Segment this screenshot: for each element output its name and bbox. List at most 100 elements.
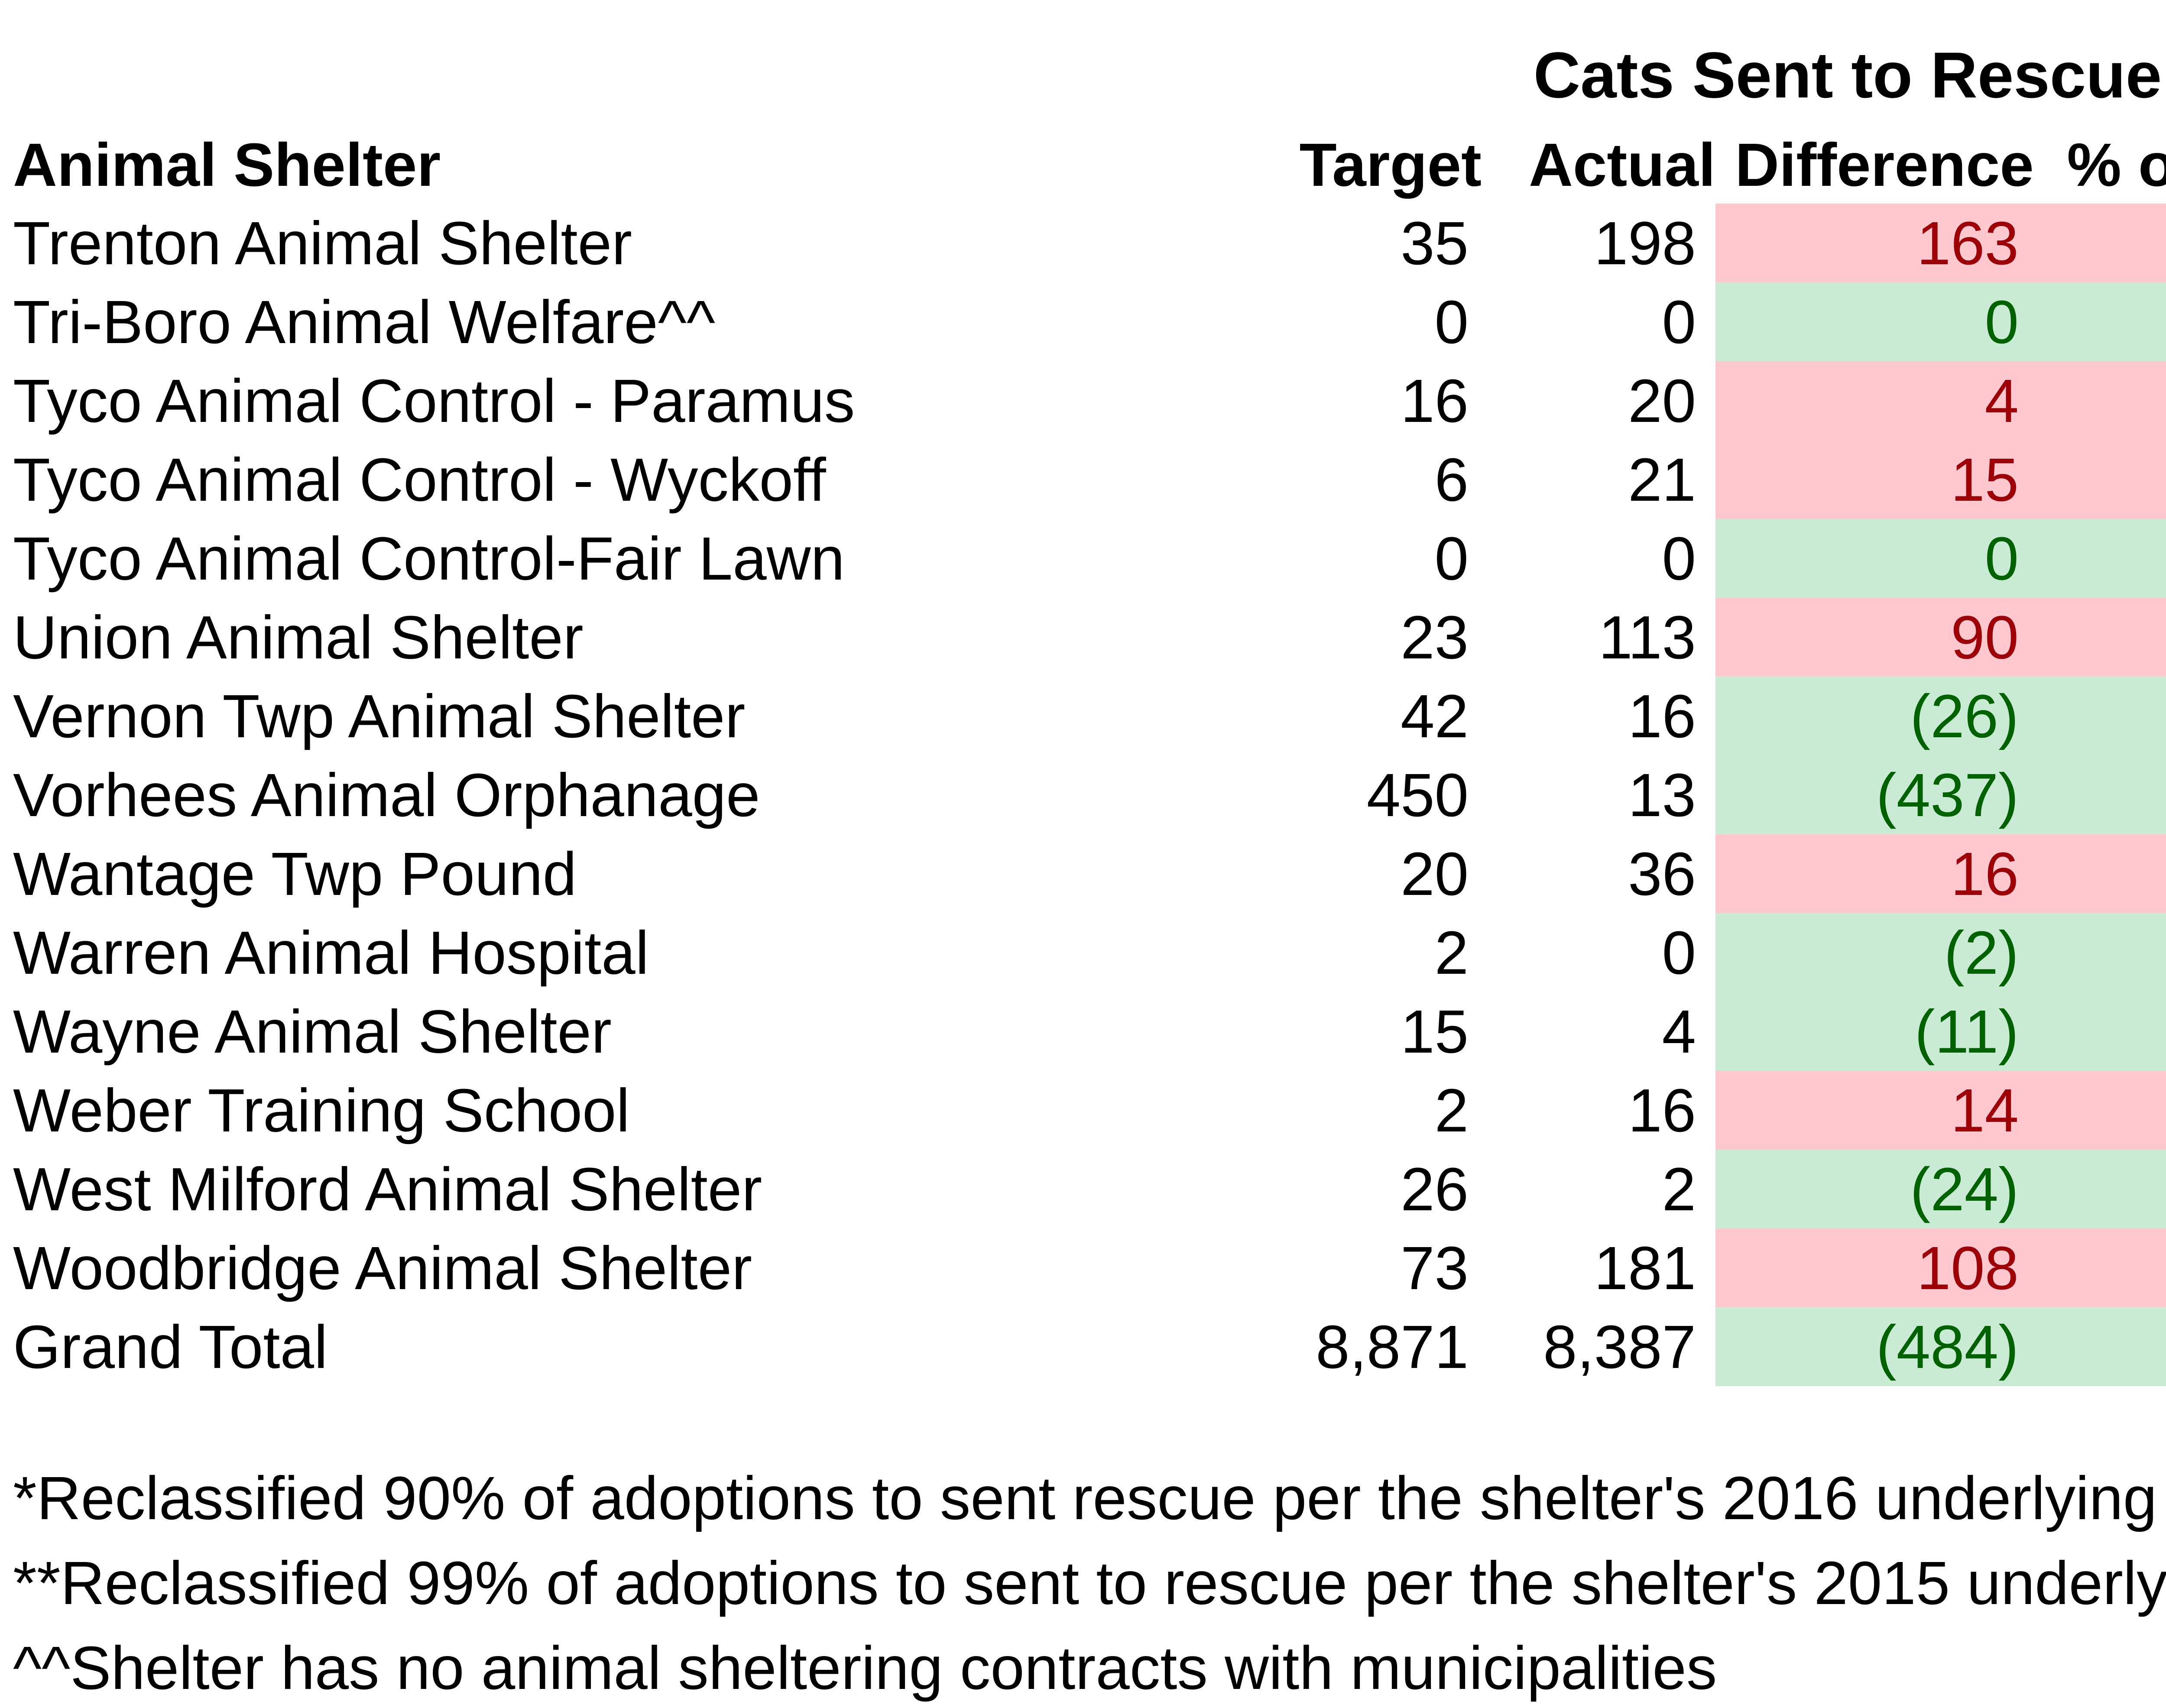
difference-cell: 90 bbox=[1715, 598, 2053, 677]
shelter-name-cell: West Milford Animal Shelter bbox=[13, 1154, 762, 1223]
difference-cell: 108 bbox=[1715, 1228, 2053, 1307]
table-row: Tyco Animal Control - Wyckoff 6 21 15350% bbox=[13, 440, 2166, 519]
table-row: Weber Training School 2 16 14800% bbox=[13, 1071, 2166, 1150]
difference-cell: 14 bbox=[1715, 1071, 2053, 1150]
target-cell: 35 bbox=[1401, 208, 1469, 277]
actual-cell: 8,387 bbox=[1543, 1312, 1696, 1381]
table-row: Vernon Twp Animal Shelter 42 16 (26)38% bbox=[13, 677, 2166, 755]
table-body: Trenton Animal Shelter 35 198 163566% Tri-Bo… bbox=[13, 204, 2166, 1386]
table-row: Tyco Animal Control-Fair Lawn000N/A bbox=[13, 519, 2166, 598]
column-header-target: Target bbox=[1299, 130, 1482, 199]
column-header-pct-of-target: % of Target bbox=[2067, 130, 2166, 199]
actual-cell: 0 bbox=[1662, 918, 1696, 987]
target-cell: 8,871 bbox=[1316, 1312, 1469, 1381]
target-cell: 2 bbox=[1434, 1076, 1469, 1144]
pct-of-target-cell: 95% bbox=[2053, 1307, 2166, 1386]
footnotes: *Reclassified 90% of adoptions to sent r… bbox=[13, 1455, 2166, 1708]
target-cell: 26 bbox=[1401, 1154, 1469, 1223]
difference-cell: 16 bbox=[1715, 834, 2053, 913]
actual-cell: 113 bbox=[1599, 603, 1696, 671]
pct-of-target-cell: N/A bbox=[2053, 282, 2166, 361]
actual-cell: 13 bbox=[1628, 760, 1696, 829]
target-cell: 6 bbox=[1434, 445, 1469, 514]
table-title-row: Cats Sent to Rescue bbox=[13, 0, 2166, 126]
pct-of-target-cell: 566% bbox=[2053, 204, 2166, 282]
pct-of-target-cell: 491% bbox=[2053, 598, 2166, 677]
column-header-difference: Difference bbox=[1735, 130, 2034, 199]
difference-cell: (11) bbox=[1715, 992, 2053, 1071]
shelter-name-cell: Woodbridge Animal Shelter bbox=[13, 1233, 752, 1302]
shelter-name-cell: Tyco Animal Control-Fair Lawn bbox=[13, 524, 845, 593]
table-row: Wayne Animal Shelter 15 4 (11)27% bbox=[13, 992, 2166, 1071]
shelter-name-cell: Wantage Twp Pound bbox=[13, 839, 577, 908]
pct-of-target-cell: 38% bbox=[2053, 677, 2166, 755]
actual-cell: 4 bbox=[1662, 997, 1696, 1066]
target-cell: 23 bbox=[1401, 603, 1469, 671]
actual-cell: 21 bbox=[1628, 445, 1696, 514]
difference-cell: (437) bbox=[1715, 755, 2053, 834]
shelter-name-cell: Union Animal Shelter bbox=[13, 603, 584, 671]
target-cell: 42 bbox=[1401, 681, 1469, 750]
actual-cell: 0 bbox=[1662, 524, 1696, 593]
pct-of-target-cell: 800% bbox=[2053, 1071, 2166, 1150]
actual-cell: 181 bbox=[1594, 1233, 1696, 1302]
pct-of-target-cell: 248% bbox=[2053, 1228, 2166, 1307]
shelter-name-cell: Weber Training School bbox=[13, 1076, 630, 1144]
table-row: Warren Animal Hospital 2 0 (2)0% bbox=[13, 913, 2166, 992]
shelter-name-cell: Grand Total bbox=[13, 1312, 328, 1381]
pct-of-target-cell: 180% bbox=[2053, 834, 2166, 913]
target-cell: 2 bbox=[1434, 918, 1469, 987]
shelter-name-cell: Tyco Animal Control - Paramus bbox=[13, 366, 855, 435]
target-cell: 450 bbox=[1366, 760, 1469, 829]
table-row: Trenton Animal Shelter 35 198 163566% bbox=[13, 204, 2166, 282]
target-cell: 0 bbox=[1434, 287, 1469, 356]
difference-cell: 4 bbox=[1715, 361, 2053, 440]
difference-cell: 163 bbox=[1715, 204, 2053, 282]
table-row: Tri-Boro Animal Welfare^^000N/A bbox=[13, 282, 2166, 361]
difference-cell: (26) bbox=[1715, 677, 2053, 755]
shelter-name-cell: Wayne Animal Shelter bbox=[13, 997, 612, 1066]
column-header-animal-shelter: Animal Shelter bbox=[13, 130, 441, 199]
table-row: Wantage Twp Pound 20 36 16180% bbox=[13, 834, 2166, 913]
difference-cell: 15 bbox=[1715, 440, 2053, 519]
shelter-name-cell: Trenton Animal Shelter bbox=[13, 208, 632, 277]
table-row: West Milford Animal Shelter 26 2 (24)8% bbox=[13, 1150, 2166, 1228]
difference-cell: (2) bbox=[1715, 913, 2053, 992]
pct-of-target-cell: 125% bbox=[2053, 361, 2166, 440]
difference-cell: 0 bbox=[1715, 519, 2053, 598]
footnote-reclassified-2015: **Reclassified 99% of adoptions to sent … bbox=[13, 1549, 2166, 1617]
target-cell: 15 bbox=[1401, 997, 1469, 1066]
table-row: Woodbridge Animal Shelter 73 181 108248% bbox=[13, 1228, 2166, 1307]
difference-cell: 0 bbox=[1715, 282, 2053, 361]
table-row: Union Animal Shelter 23 113 90491% bbox=[13, 598, 2166, 677]
pct-of-target-cell: 350% bbox=[2053, 440, 2166, 519]
actual-cell: 36 bbox=[1628, 839, 1696, 908]
target-cell: 73 bbox=[1401, 1233, 1469, 1302]
actual-cell: 0 bbox=[1662, 287, 1696, 356]
table-header-row: Animal Shelter Target Actual Difference … bbox=[13, 126, 2166, 204]
shelter-name-cell: Tyco Animal Control - Wyckoff bbox=[13, 445, 826, 514]
difference-cell: (24) bbox=[1715, 1150, 2053, 1228]
target-cell: 0 bbox=[1434, 524, 1469, 593]
target-cell: 16 bbox=[1401, 366, 1469, 435]
pct-of-target-cell: 27% bbox=[2053, 992, 2166, 1071]
target-cell: 20 bbox=[1401, 839, 1469, 908]
cats-sent-to-rescue-table: Cats Sent to Rescue Animal Shelter Targe… bbox=[13, 0, 2166, 1386]
column-header-actual: Actual bbox=[1529, 130, 1715, 199]
difference-cell: (484) bbox=[1715, 1307, 2053, 1386]
table-row: Vorhees Animal Orphanage 450 13 (437)3% bbox=[13, 755, 2166, 834]
shelter-name-cell: Vernon Twp Animal Shelter bbox=[13, 681, 746, 750]
table-title: Cats Sent to Rescue bbox=[1533, 39, 2162, 111]
shelter-name-cell: Tri-Boro Animal Welfare^^ bbox=[13, 287, 716, 356]
pct-of-target-cell: 0% bbox=[2053, 913, 2166, 992]
actual-cell: 16 bbox=[1628, 681, 1696, 750]
actual-cell: 20 bbox=[1628, 366, 1696, 435]
pct-of-target-cell: N/A bbox=[2053, 519, 2166, 598]
table-row: Tyco Animal Control - Paramus 16 20 4125% bbox=[13, 361, 2166, 440]
actual-cell: 2 bbox=[1662, 1154, 1696, 1223]
footnote-no-contracts: ^^Shelter has no animal sheltering contr… bbox=[13, 1633, 1717, 1702]
pct-of-target-cell: 8% bbox=[2053, 1150, 2166, 1228]
pct-of-target-cell: 3% bbox=[2053, 755, 2166, 834]
shelter-name-cell: Warren Animal Hospital bbox=[13, 918, 649, 987]
